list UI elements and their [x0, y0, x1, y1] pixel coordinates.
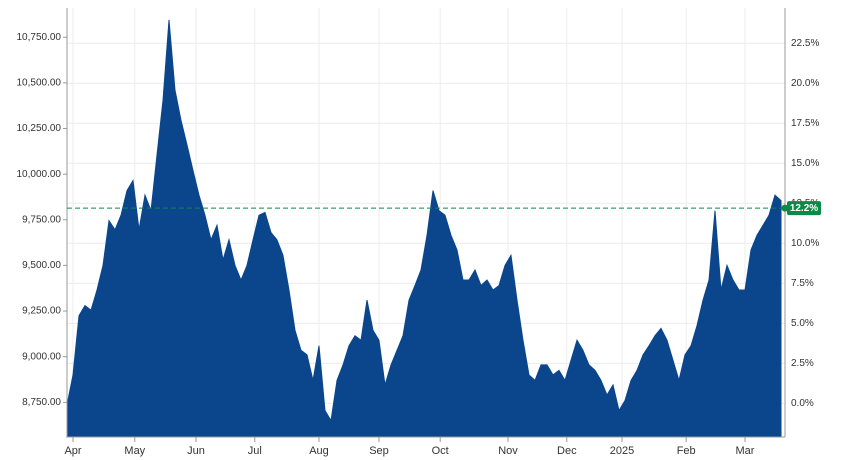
y2-tick-label: 10.0%: [791, 238, 819, 249]
y-tick-label: 8,750.00: [22, 397, 61, 408]
y2-tick-label: 5.0%: [791, 318, 814, 329]
marker-dot: [781, 204, 789, 212]
x-tick-label: Apr: [64, 445, 81, 457]
y-tick-label: 9,000.00: [22, 351, 61, 362]
y-tick-label: 9,500.00: [22, 260, 61, 271]
y2-tick-label: 2.5%: [791, 358, 814, 369]
y-tick-label: 10,500.00: [17, 77, 62, 88]
y2-tick-label: 0.0%: [791, 398, 814, 409]
x-tick-label: Jun: [187, 445, 205, 457]
x-tick-label: Dec: [557, 445, 577, 457]
x-tick-label: Nov: [498, 445, 518, 457]
y-tick-label: 10,750.00: [17, 32, 62, 43]
y2-tick-label: 17.5%: [791, 118, 819, 129]
y2-tick-label: 22.5%: [791, 38, 819, 49]
y-tick-label: 9,750.00: [22, 214, 61, 225]
x-tick-label: Jul: [248, 445, 262, 457]
y-tick-label: 9,250.00: [22, 306, 61, 317]
area: [66, 19, 782, 438]
x-tick-label: 2025: [610, 445, 634, 457]
x-tick-label: May: [124, 445, 145, 457]
y-tick-label: 10,250.00: [17, 123, 62, 134]
marker-badge: [787, 201, 821, 216]
marker-label: 12.2%: [790, 203, 818, 214]
y2-tick-label: 20.0%: [791, 78, 819, 89]
y2-tick-label: 7.5%: [791, 278, 814, 289]
y-tick-label: 10,000.00: [17, 169, 62, 180]
x-tick-label: Sep: [369, 445, 389, 457]
x-tick-label: Aug: [309, 445, 329, 457]
x-tick-label: Oct: [432, 445, 449, 457]
y2-tick-label: 15.0%: [791, 158, 819, 169]
x-tick-label: Feb: [677, 445, 696, 457]
x-tick-label: Mar: [736, 445, 755, 457]
